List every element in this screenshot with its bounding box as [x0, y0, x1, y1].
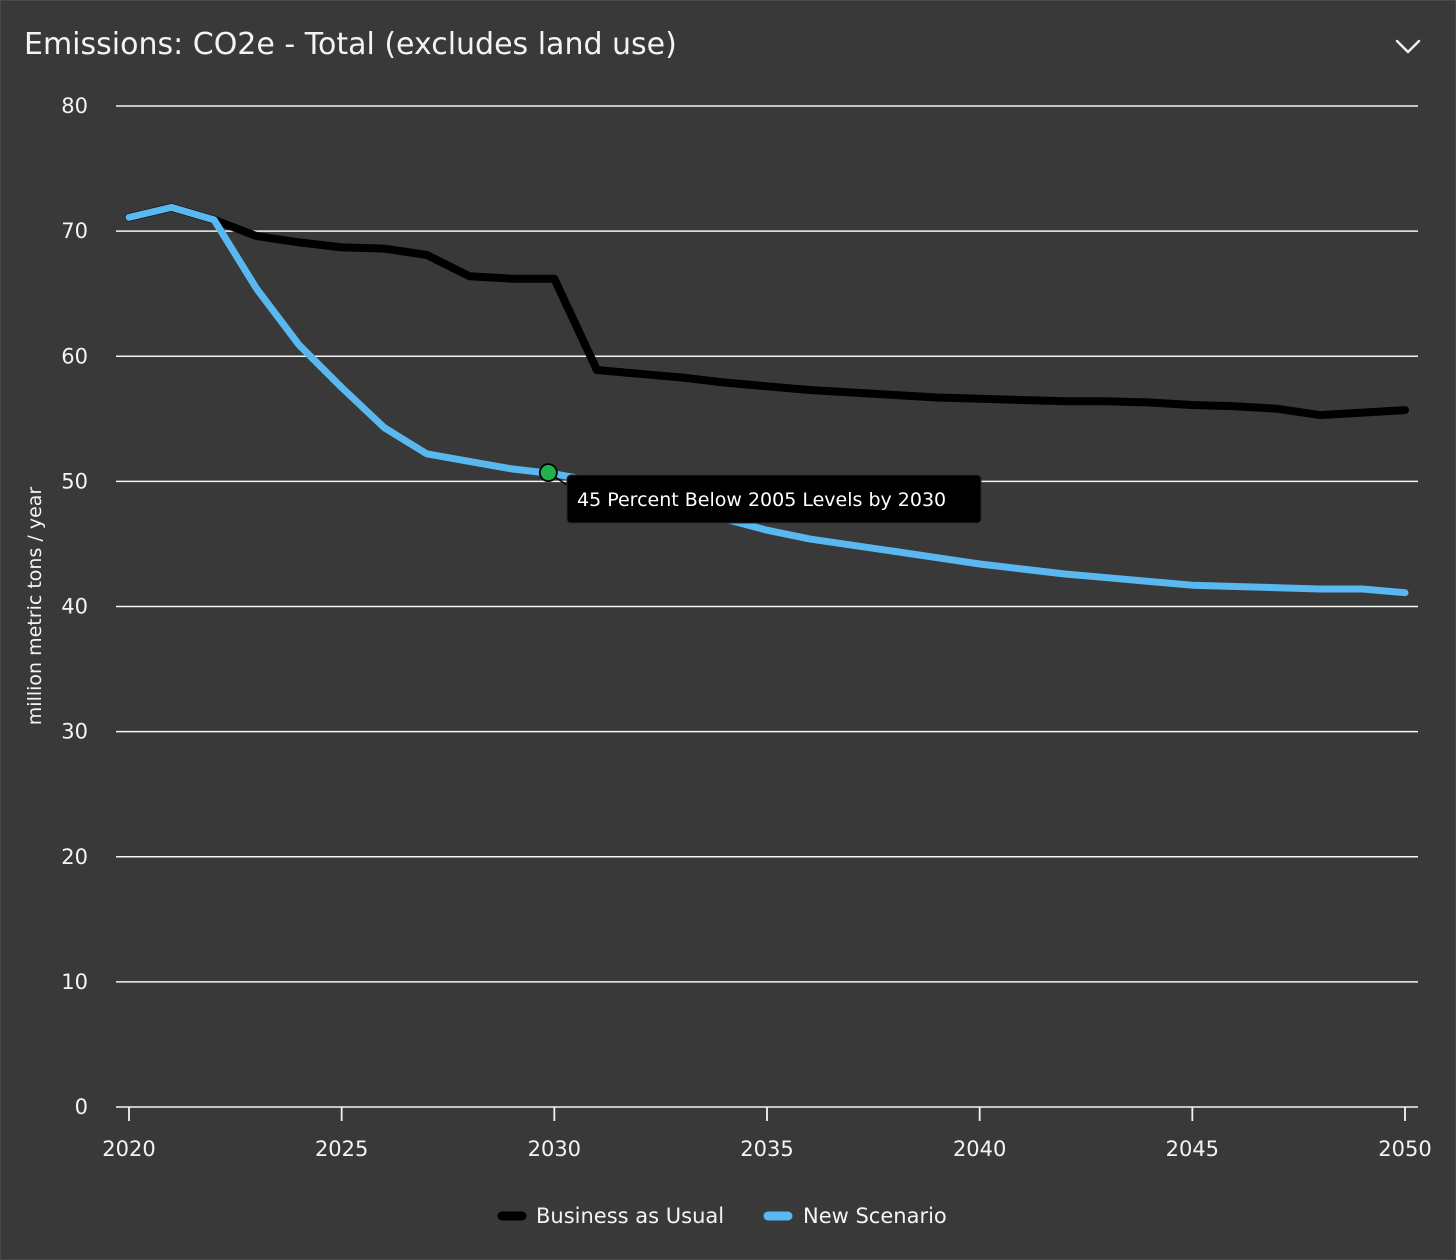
x-tick-label: 2035 — [740, 1137, 793, 1161]
y-tick-label: 0 — [75, 1095, 88, 1119]
legend-label: Business as Usual — [536, 1204, 724, 1228]
collapse-button[interactable] — [1391, 31, 1425, 61]
legend: Business as Usual New Scenario — [497, 1204, 947, 1228]
grid-lines — [116, 105, 1418, 1108]
series-lines — [125, 203, 1409, 597]
y-tick-label: 60 — [61, 344, 88, 368]
y-tick-label: 30 — [61, 720, 88, 744]
x-tick-label: 2050 — [1378, 1137, 1431, 1161]
legend-label: New Scenario — [803, 1204, 947, 1228]
y-tick-label: 40 — [61, 595, 88, 619]
annotation-tooltip — [566, 474, 982, 524]
x-tick-label: 2045 — [1166, 1137, 1219, 1161]
annotation: 45 Percent Below 2005 Levels by 2030 — [538, 463, 982, 524]
new-scenario-line — [125, 203, 1409, 597]
annotation-marker[interactable] — [538, 463, 558, 483]
y-tick-label: 70 — [61, 219, 88, 243]
y-tick-label: 10 — [61, 970, 88, 994]
y-tick-label: 20 — [61, 845, 88, 869]
y-tick-label: 80 — [61, 94, 88, 118]
chevron-down-icon — [1395, 39, 1421, 54]
x-axis: 2020 2025 2030 2035 2040 2045 2050 — [102, 1107, 1432, 1161]
legend-item[interactable]: Business as Usual — [497, 1204, 724, 1228]
business-as-usual-line — [125, 203, 1409, 420]
x-tick-label: 2025 — [315, 1137, 368, 1161]
x-tick-label: 2020 — [102, 1137, 155, 1161]
legend-item[interactable]: New Scenario — [763, 1204, 947, 1228]
annotation-text: 45 Percent Below 2005 Levels by 2030 — [577, 489, 946, 511]
chart-title: Emissions: CO2e - Total (excludes land u… — [24, 27, 677, 62]
y-axis-title: million metric tons / year — [24, 487, 46, 726]
y-axis: 0 10 20 30 40 50 60 70 80 — [61, 94, 88, 1119]
x-tick-label: 2030 — [528, 1137, 581, 1161]
y-tick-label: 50 — [61, 469, 88, 493]
x-tick-label: 2040 — [953, 1137, 1006, 1161]
